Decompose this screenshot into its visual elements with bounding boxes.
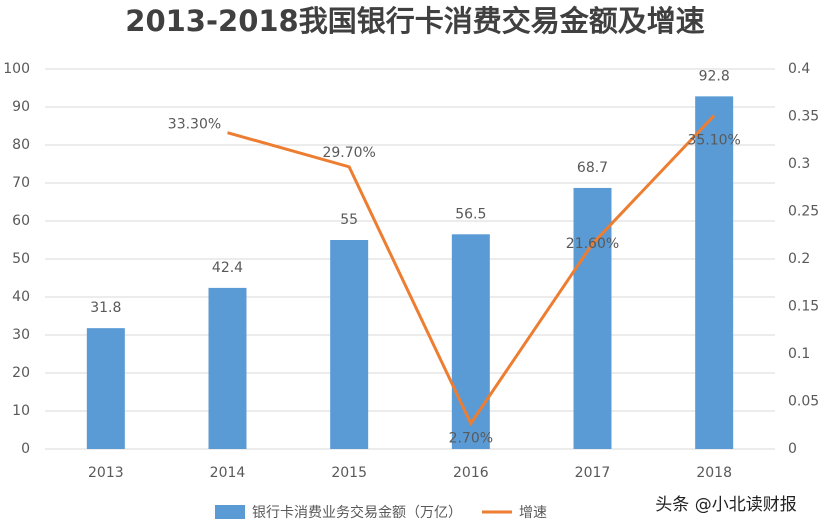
y2-tick-label: 0.25 (788, 204, 819, 220)
y2-tick-label: 0.05 (788, 394, 819, 410)
x-tick-label: 2018 (696, 465, 732, 481)
y-tick-label: 0 (21, 441, 30, 457)
chart-title: 2013-2018我国银行卡消费交易金额及增速 (125, 4, 704, 38)
bar-value-label: 68.7 (577, 160, 608, 176)
line-value-label: 35.10% (687, 133, 740, 149)
y2-tick-label: 0.15 (788, 299, 819, 315)
line (227, 114, 716, 427)
y2-tick-label: 0.35 (788, 109, 819, 125)
y-tick-label: 100 (3, 61, 30, 77)
y-tick-label: 20 (12, 365, 30, 381)
bar (330, 240, 369, 449)
x-tick-label: 2016 (453, 465, 489, 481)
bar-value-label: 42.4 (212, 260, 243, 276)
bar-value-label: 92.8 (699, 68, 730, 84)
line-value-label: 29.70% (322, 145, 375, 161)
line-value-label: 21.60% (566, 236, 619, 252)
bar (451, 234, 490, 449)
y-tick-label: 80 (12, 137, 30, 153)
bar (86, 328, 125, 449)
bar (208, 287, 247, 449)
legend-swatch (215, 505, 245, 519)
line-value-label: 33.30% (168, 117, 221, 133)
y-tick-label: 60 (12, 213, 30, 229)
y-tick-label: 90 (12, 99, 30, 115)
y2-tick-label: 0.3 (788, 156, 810, 172)
x-tick-label: 2014 (210, 465, 246, 481)
y-tick-label: 30 (12, 327, 30, 343)
bar (573, 187, 612, 449)
bar-value-label: 55 (340, 212, 358, 228)
y2-tick-label: 0.2 (788, 251, 810, 267)
legend-label: 增速 (519, 505, 547, 521)
line-value-label: 2.70% (449, 430, 493, 446)
y2-tick-label: 0.1 (788, 346, 810, 362)
x-tick-label: 2017 (575, 465, 611, 481)
y2-tick-label: 0 (788, 441, 797, 457)
legend-label: 银行卡消费业务交易金额（万亿） (252, 504, 462, 521)
y-tick-label: 40 (12, 289, 30, 305)
bar-value-label: 31.8 (90, 300, 121, 316)
bar-value-label: 56.5 (455, 206, 486, 222)
y2-tick-label: 0.4 (788, 61, 810, 77)
x-tick-label: 2015 (331, 465, 367, 481)
y-tick-label: 50 (12, 251, 30, 267)
y-tick-label: 10 (12, 403, 30, 419)
x-tick-label: 2013 (88, 465, 124, 481)
bar (695, 96, 734, 450)
y-tick-label: 70 (12, 175, 30, 191)
watermark: 头条 @小北读财报 (655, 495, 796, 515)
